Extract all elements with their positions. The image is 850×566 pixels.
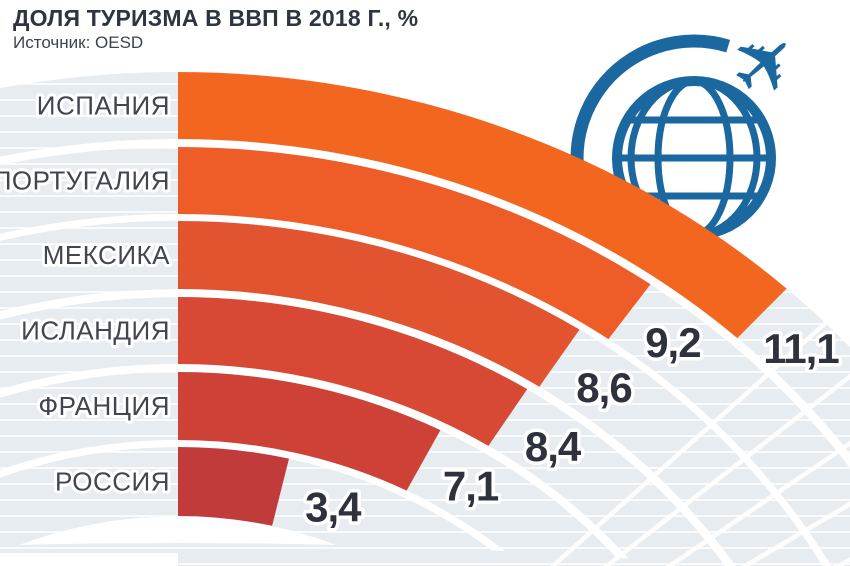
country-label: ПОРТУГАЛИЯ <box>0 166 170 196</box>
bar-segment <box>178 147 651 340</box>
country-label: ИСПАНИЯ <box>37 91 170 121</box>
gridline-spoke <box>549 298 850 566</box>
country-label: ФРАНЦИЯ <box>38 391 170 421</box>
source-note: Источник: OESD <box>13 33 144 52</box>
bar-segment <box>178 221 580 387</box>
country-label: МЕКСИКА <box>43 240 170 270</box>
bars <box>178 72 787 526</box>
value-label: 3,4 <box>305 483 362 530</box>
bar-segment <box>178 297 528 446</box>
value-label: 7,1 <box>443 462 499 509</box>
country-label: ИСЛАНДИЯ <box>21 316 170 346</box>
bar-segment <box>178 372 441 491</box>
bar-segment <box>178 447 289 526</box>
value-label: 11,1 <box>763 325 839 372</box>
value-label: 9,2 <box>645 319 700 366</box>
gridline-spokes <box>549 298 850 566</box>
value-label: 8,6 <box>576 364 631 411</box>
gridline-spoke <box>602 373 850 566</box>
value-labels: 11,1 9,2 8,6 8,4 7,1 3,4 <box>302 315 844 534</box>
bar-segment <box>178 72 787 339</box>
gridline-spoke <box>665 440 850 566</box>
corner-mask <box>0 553 178 566</box>
gridline-spoke <box>740 501 850 566</box>
country-label: РОССИЯ <box>55 467 170 497</box>
value-label: 8,4 <box>525 423 582 470</box>
page-title: ДОЛЯ ТУРИЗМА В ВВП В 2018 Г., % <box>13 5 419 31</box>
category-labels: ИСПАНИЯ ПОРТУГАЛИЯ МЕКСИКА ИСЛАНДИЯ ФРАНЦИЯ Р… <box>0 88 173 500</box>
